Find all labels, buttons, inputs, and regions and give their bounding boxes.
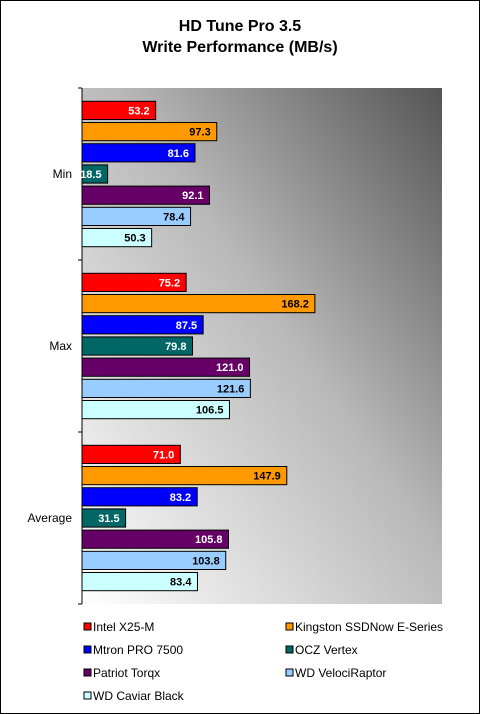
- data-label: 97.3: [189, 127, 210, 139]
- legend-swatch: [285, 645, 294, 654]
- data-label: 71.0: [153, 449, 174, 461]
- data-label: 147.9: [253, 471, 281, 483]
- bar: [81, 529, 229, 549]
- legend-swatch: [83, 645, 92, 654]
- data-label: 31.5: [98, 513, 119, 525]
- bar: [81, 185, 211, 205]
- data-label: 18.5: [80, 169, 101, 181]
- bar: [81, 294, 316, 314]
- bar: [81, 378, 251, 398]
- legend-label: Intel X25-M: [93, 620, 154, 634]
- category-label: Min: [53, 167, 72, 181]
- data-label: 87.5: [176, 320, 197, 332]
- bar: [81, 143, 196, 163]
- data-label: 78.4: [163, 211, 185, 223]
- category-label: Max: [49, 339, 72, 353]
- legend-label: WD VelociRaptor: [295, 666, 386, 680]
- legend-label: Kingston SSDNow E-Series: [295, 620, 443, 634]
- legend-swatch: [83, 691, 92, 700]
- bar: [81, 164, 109, 184]
- data-label: 103.8: [192, 555, 220, 567]
- chart-subtitle: Write Performance (MB/s): [142, 39, 338, 56]
- data-label: 53.2: [128, 105, 149, 117]
- legend-swatch: [285, 668, 294, 677]
- data-label: 168.2: [281, 299, 309, 311]
- legend-swatch: [83, 622, 92, 631]
- bar: [81, 100, 157, 121]
- bar: [81, 400, 230, 420]
- data-label: 106.5: [196, 405, 224, 417]
- bar: [81, 228, 153, 248]
- data-label: 50.3: [124, 233, 145, 245]
- bar: [81, 206, 192, 227]
- bar: [81, 508, 127, 528]
- legend-swatch: [285, 622, 294, 631]
- bar: [81, 336, 193, 356]
- data-label: 83.2: [170, 492, 191, 504]
- data-label: 79.8: [165, 341, 186, 353]
- bar: [81, 272, 187, 292]
- chart-title-block: HD Tune Pro 3.5 Write Performance (MB/s): [0, 16, 480, 58]
- bar: [81, 487, 198, 507]
- data-label: 75.2: [159, 277, 180, 289]
- bar: [81, 315, 204, 335]
- legend-label: WD Caviar Black: [93, 689, 185, 703]
- bar: [81, 550, 227, 570]
- legend-label: OCZ Vertex: [295, 643, 358, 657]
- data-label: 105.8: [195, 534, 223, 546]
- bar: [81, 572, 198, 592]
- bar: [81, 466, 288, 486]
- data-label: 121.6: [217, 383, 245, 395]
- data-label: 121.0: [216, 362, 244, 374]
- legend-label: Patriot Torqx: [93, 666, 160, 680]
- bar: [81, 357, 251, 377]
- data-label: 92.1: [182, 190, 203, 202]
- bar: [81, 444, 181, 464]
- legend-swatch: [83, 668, 92, 677]
- chart-title: HD Tune Pro 3.5: [178, 18, 302, 35]
- data-label: 83.4: [170, 577, 192, 589]
- category-label: Average: [28, 511, 73, 525]
- bar: [81, 122, 218, 142]
- data-label: 81.6: [168, 148, 189, 160]
- legend-label: Mtron PRO 7500: [93, 643, 183, 657]
